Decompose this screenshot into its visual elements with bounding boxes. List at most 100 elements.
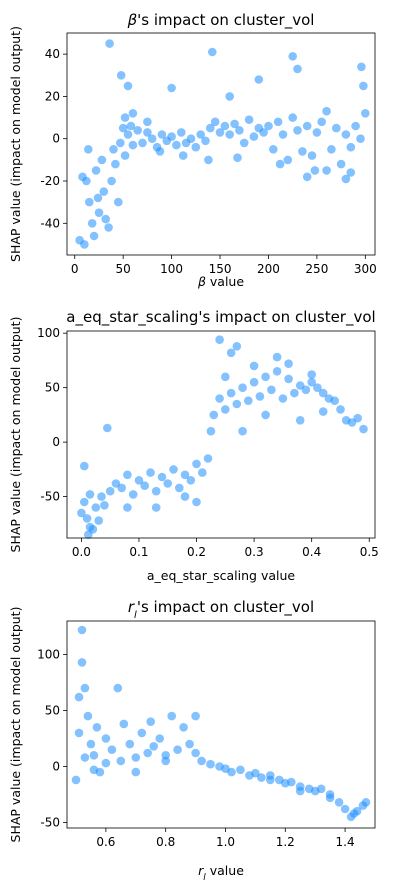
point-43: [284, 374, 293, 384]
point-42: [225, 130, 234, 139]
point-82: [293, 64, 302, 74]
y-tick-label-2: 0: [52, 759, 60, 773]
x-axis-label-subscript: l: [203, 873, 206, 883]
point-14: [123, 470, 132, 480]
point-42: [278, 394, 288, 403]
point-18: [118, 123, 128, 133]
point-61: [84, 530, 93, 539]
point-28: [203, 454, 213, 463]
point-27: [185, 739, 194, 749]
point-56: [101, 758, 111, 768]
point-85: [359, 81, 368, 91]
point-86: [341, 174, 351, 184]
point-70: [361, 109, 370, 118]
point-32: [221, 405, 230, 414]
point-44: [290, 388, 299, 398]
scatter-points: [75, 39, 370, 249]
point-11: [101, 734, 111, 743]
point-73: [232, 342, 242, 351]
point-74: [180, 492, 190, 501]
plot-frame: [66, 330, 376, 539]
point-41: [272, 367, 282, 376]
point-43: [230, 119, 239, 129]
point-11: [105, 486, 115, 496]
point-8: [97, 492, 106, 501]
point-59: [307, 151, 317, 160]
point-27: [198, 468, 207, 477]
point-26: [192, 459, 201, 469]
x-tick-label-2: 0.1: [129, 545, 148, 559]
point-71: [307, 370, 317, 379]
point-37: [257, 773, 266, 782]
point-53: [74, 692, 84, 702]
point-31: [172, 140, 181, 150]
point-77: [167, 83, 176, 93]
point-66: [341, 130, 351, 139]
chart-title: rl's impact on cluster_vol: [128, 598, 314, 621]
point-12: [107, 745, 117, 754]
x-axis-label-symbol: r: [198, 863, 204, 878]
chart-panel-2: 0.0 0.1 0.2 0.3 0.4 0.5 -50 0 50 100 a_eq_star_sca…: [8, 308, 379, 583]
point-40: [267, 385, 276, 395]
point-15: [111, 159, 120, 169]
point-9: [92, 723, 102, 732]
point-23: [175, 483, 184, 493]
point-39: [261, 372, 270, 382]
x-tick-label-6: 250: [305, 262, 328, 276]
point-17: [131, 753, 141, 762]
point-65: [336, 159, 346, 169]
point-78: [208, 47, 217, 57]
point-79: [225, 92, 234, 101]
point-80: [254, 75, 264, 84]
point-4: [85, 490, 95, 499]
point-52: [273, 117, 283, 127]
chart-title-text: 's impact on cluster_vol: [137, 11, 314, 30]
point-26: [179, 723, 188, 732]
y-axis-label: SHAP value (impact on model output): [8, 26, 23, 262]
point-60: [312, 128, 322, 137]
point-81: [288, 52, 298, 61]
y-tick-label-3: 50: [45, 381, 60, 395]
point-6: [83, 711, 93, 721]
point-24: [167, 711, 176, 721]
x-tick-label-4: 150: [209, 262, 232, 276]
point-61: [295, 786, 305, 796]
point-11: [101, 214, 110, 224]
point-7: [94, 516, 103, 525]
point-16: [134, 476, 144, 485]
y-tick-label-5: 40: [45, 47, 60, 61]
point-16: [114, 197, 123, 207]
point-5: [87, 219, 97, 228]
point-34: [232, 399, 242, 409]
point-60: [266, 775, 275, 785]
point-17: [140, 481, 149, 491]
point-6: [91, 503, 101, 512]
y-tick-label-2: -20: [40, 174, 60, 188]
point-18: [137, 728, 147, 738]
point-69: [356, 134, 365, 143]
point-96: [275, 159, 285, 169]
point-36: [251, 768, 260, 778]
point-55: [353, 413, 363, 423]
point-66: [261, 410, 270, 420]
point-55: [288, 113, 298, 122]
point-21: [163, 479, 172, 488]
x-axis-label: a_eq_star_scaling value: [147, 568, 296, 583]
point-51: [269, 145, 278, 154]
point-65: [238, 426, 247, 436]
y-tick-label-1: -50: [40, 815, 60, 829]
point-87: [346, 168, 356, 177]
point-55: [89, 765, 99, 775]
point-90: [128, 109, 138, 118]
chart-title-symbol: r: [128, 598, 135, 616]
point-39: [210, 117, 220, 127]
y-axis-label: SHAP value (impact on model output): [8, 607, 23, 843]
point-49: [259, 128, 268, 137]
point-38: [255, 392, 265, 401]
point-5: [80, 683, 90, 693]
point-21: [149, 742, 158, 751]
point-28: [191, 711, 200, 721]
chart-title-text: 's impact on cluster_vol: [137, 598, 314, 617]
